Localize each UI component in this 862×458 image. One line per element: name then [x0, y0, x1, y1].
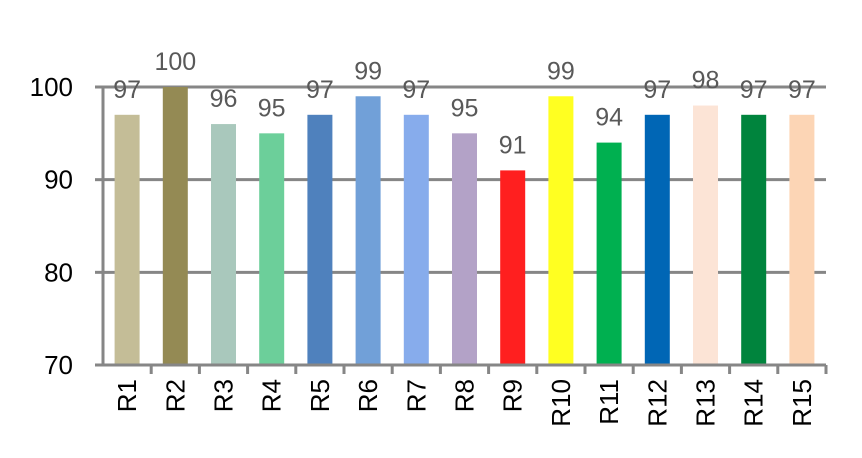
x-tick-label-r10: R10	[546, 379, 576, 427]
data-label-r9: 91	[499, 131, 527, 159]
data-label-r4: 95	[258, 94, 286, 122]
data-label-r12: 97	[643, 76, 671, 104]
bar-r6	[355, 96, 381, 366]
data-labels: 97 100 96 95 97 99 97 95 91 99 94 97 98 97 97	[113, 48, 816, 159]
x-tick-label-r9: R9	[498, 379, 528, 412]
x-tick-label-r7: R7	[401, 379, 431, 412]
bar-r9	[500, 170, 526, 365]
data-label-r13: 98	[692, 67, 720, 95]
bar-r2	[162, 87, 188, 365]
y-tick-label: 70	[44, 350, 73, 380]
x-tick-label-r6: R6	[353, 379, 383, 412]
x-tick-label-r14: R14	[739, 379, 769, 427]
x-tick-labels: R1 R2 R3 R4 R5 R6 R7 R8 R9 R10 R11 R12 R13 R14 R15	[112, 379, 817, 427]
y-tick-label: 80	[44, 257, 73, 287]
x-tick-label-r8: R8	[450, 379, 480, 412]
bar-r8	[452, 133, 477, 365]
x-tick-label-r15: R15	[787, 379, 817, 427]
x-tick-label-r1: R1	[112, 379, 142, 412]
x-tick-label-r3: R3	[209, 379, 239, 412]
data-label-r2: 100	[154, 48, 196, 76]
x-tick-label-r13: R13	[691, 379, 721, 427]
bars	[114, 87, 815, 366]
data-label-r7: 97	[402, 76, 430, 104]
bar-r13	[693, 105, 718, 366]
data-label-r5: 97	[306, 76, 334, 104]
bar-r4	[259, 133, 285, 365]
bar-r5	[307, 114, 333, 365]
bar-r3	[211, 124, 236, 365]
data-label-r10: 99	[547, 57, 575, 85]
bar-r15	[789, 114, 815, 365]
bar-r14	[741, 114, 767, 365]
axes	[95, 85, 828, 374]
y-tick-label: 90	[44, 165, 73, 195]
data-label-r1: 97	[113, 76, 141, 104]
data-label-r8: 95	[451, 94, 479, 122]
y-tick-label: 100	[30, 72, 73, 102]
x-tick-label-r11: R11	[594, 379, 624, 425]
bar-r1	[114, 114, 140, 365]
x-tick-label-r12: R12	[642, 379, 672, 427]
bar-r7	[403, 114, 429, 365]
x-tick-label-r2: R2	[160, 379, 190, 412]
y-tick-labels: 70 80 90 100	[30, 72, 73, 380]
data-label-r3: 96	[210, 85, 238, 113]
data-label-r15: 97	[788, 76, 816, 104]
bar-r11	[596, 142, 622, 365]
data-label-r14: 97	[740, 76, 768, 104]
bar-r10	[548, 96, 574, 366]
bar-r12	[644, 114, 670, 365]
x-tick-label-r5: R5	[305, 379, 335, 412]
data-label-r11: 94	[595, 104, 623, 132]
data-label-r6: 99	[354, 57, 382, 85]
x-tick-label-r4: R4	[257, 379, 287, 412]
